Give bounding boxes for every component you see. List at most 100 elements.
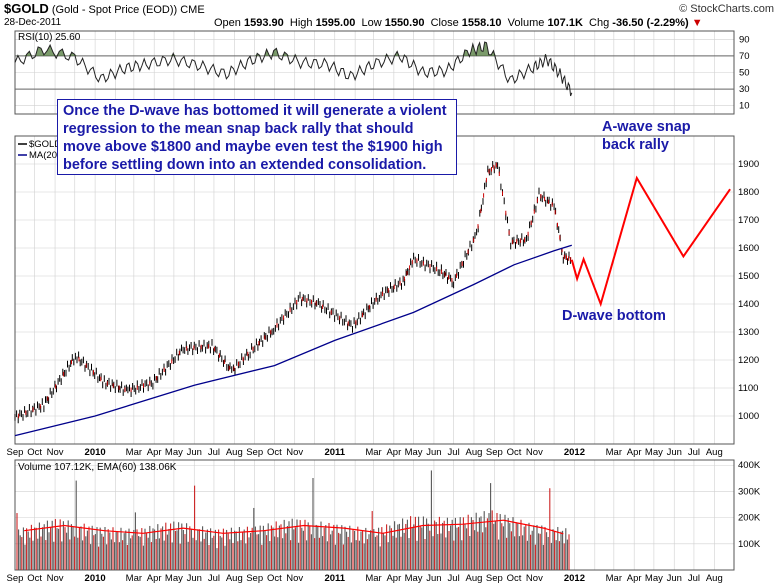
price-x-tick-label: Sep (486, 447, 503, 458)
rsi-title: RSI(10) 25.60 (18, 32, 81, 43)
volume-y-tick-label: 300K (738, 486, 761, 497)
price-y-tick-label: 1300 (738, 327, 759, 338)
volume-x-tick-label: Jun (667, 573, 682, 584)
price-y-tick-label: 1900 (738, 159, 759, 170)
projection-layer (570, 175, 731, 308)
price-x-tick-label: Aug (706, 447, 723, 458)
chart-date: 28-Dec-2011 (4, 17, 62, 28)
source-watermark: © StockCharts.com (679, 3, 774, 15)
price-x-tick-label: Oct (27, 447, 42, 458)
price-x-tick-label: Mar (365, 447, 381, 458)
price-x-tick-label: Aug (466, 447, 483, 458)
projection-path (570, 175, 731, 308)
axis-label-layer: SepSepOctOctNovNov20102010MarMarAprAprMa… (7, 32, 761, 584)
price-x-tick-label: 2010 (85, 447, 106, 458)
price-x-tick-label: Nov (286, 447, 303, 458)
price-x-tick-label: May (645, 447, 663, 458)
grid-layer (14, 31, 734, 570)
legend-gold-label: $GOLD (29, 139, 61, 150)
rsi-line (14, 41, 573, 97)
volume-x-tick-label: Mar (126, 573, 142, 584)
volume-x-tick-label: Jun (426, 573, 441, 584)
volume-x-tick-label: Oct (27, 573, 42, 584)
price-x-tick-label: Sep (246, 447, 263, 458)
price-x-tick-label: May (405, 447, 423, 458)
price-x-tick-label: Jul (208, 447, 220, 458)
volume-x-tick-label: Jun (187, 573, 202, 584)
price-y-tick-label: 1200 (738, 355, 759, 366)
legend-ma-label: MA(200) (29, 150, 65, 161)
close-label: Close (430, 17, 459, 29)
price-y-tick-label: 1100 (738, 383, 758, 394)
d-wave-annotation: D-wave bottom (562, 308, 666, 324)
volume-x-tick-label: Jul (208, 573, 220, 584)
price-x-tick-label: Apr (627, 447, 642, 458)
price-y-tick-label: 1000 (738, 411, 759, 422)
price-x-tick-label: Sep (7, 447, 24, 458)
price-panel-frame (14, 135, 735, 445)
rsi-layer (14, 41, 734, 97)
price-y-tick-label: 1500 (738, 271, 759, 282)
price-y-tick-label: 1600 (738, 243, 759, 254)
price-x-tick-label: Jun (187, 447, 202, 458)
volume-title: Volume 107.12K, EMA(60) 138.06K (18, 462, 177, 473)
volume-x-tick-label: Oct (267, 573, 282, 584)
price-x-tick-label: Jun (426, 447, 441, 458)
ohlc-readout: Open 1593.90 High 1595.00 Low 1550.90 Cl… (214, 17, 703, 29)
volume-x-tick-label: Sep (7, 573, 24, 584)
price-x-tick-label: Nov (526, 447, 543, 458)
ticker: $GOLD (4, 1, 49, 16)
price-x-tick-label: Apr (386, 447, 401, 458)
volume-x-tick-label: Apr (147, 573, 162, 584)
instrument-name: (Gold - Spot Price (EOD)) (51, 4, 178, 16)
price-x-tick-label: Mar (126, 447, 142, 458)
chart-title: $GOLD (Gold - Spot Price (EOD)) CME (4, 1, 205, 16)
close-value: 1558.10 (461, 17, 502, 29)
rsi-y-tick-label: 70 (739, 51, 750, 62)
price-x-tick-label: Oct (507, 447, 522, 458)
volume-x-tick-label: Aug (706, 573, 723, 584)
rsi-y-tick-label: 10 (739, 101, 750, 112)
volume-ema-line (24, 519, 564, 535)
volume-x-tick-label: Mar (606, 573, 622, 584)
volume-x-tick-label: Sep (486, 573, 503, 584)
volume-x-tick-label: Sep (246, 573, 263, 584)
gold-price-series (14, 161, 571, 424)
volume-x-tick-label: Apr (386, 573, 401, 584)
a-wave-annotation: A-wave snap back rally (602, 119, 691, 153)
volume-x-tick-label: Aug (466, 573, 483, 584)
ma200-line (14, 244, 572, 437)
price-x-tick-label: 2011 (324, 447, 345, 458)
exchange: CME (180, 4, 205, 16)
price-x-tick-label: 2012 (564, 447, 585, 458)
open-label: Open (214, 17, 241, 29)
price-x-tick-label: Apr (147, 447, 162, 458)
volume-x-tick-label: May (645, 573, 663, 584)
volume-y-tick-label: 200K (738, 513, 761, 524)
volume-x-tick-label: Nov (47, 573, 64, 584)
volume-label: Volume (507, 17, 545, 29)
volume-panel-frame (14, 459, 735, 571)
volume-x-tick-label: Aug (226, 573, 243, 584)
chg-label: Chg (589, 17, 610, 29)
price-y-tick-label: 1400 (738, 299, 759, 310)
volume-y-tick-label: 400K (738, 460, 761, 471)
down-arrow-icon: ▼ (691, 17, 703, 29)
volume-x-tick-label: 2010 (85, 573, 106, 584)
rsi-y-tick-label: 50 (739, 68, 750, 79)
volume-x-tick-label: 2012 (564, 573, 585, 584)
rsi-y-tick-label: 30 (739, 84, 750, 95)
volume-x-tick-label: May (405, 573, 423, 584)
volume-x-tick-label: Nov (526, 573, 543, 584)
open-value: 1593.90 (243, 17, 284, 29)
price-x-tick-label: Aug (226, 447, 243, 458)
price-x-tick-label: Jul (688, 447, 700, 458)
volume-x-tick-label: Jul (688, 573, 700, 584)
low-label: Low (361, 17, 382, 29)
price-x-tick-label: Mar (606, 447, 622, 458)
price-x-tick-label: Nov (47, 447, 64, 458)
volume-x-tick-label: 2011 (324, 573, 345, 584)
price-x-tick-label: Jul (448, 447, 460, 458)
price-x-tick-label: Jun (667, 447, 682, 458)
